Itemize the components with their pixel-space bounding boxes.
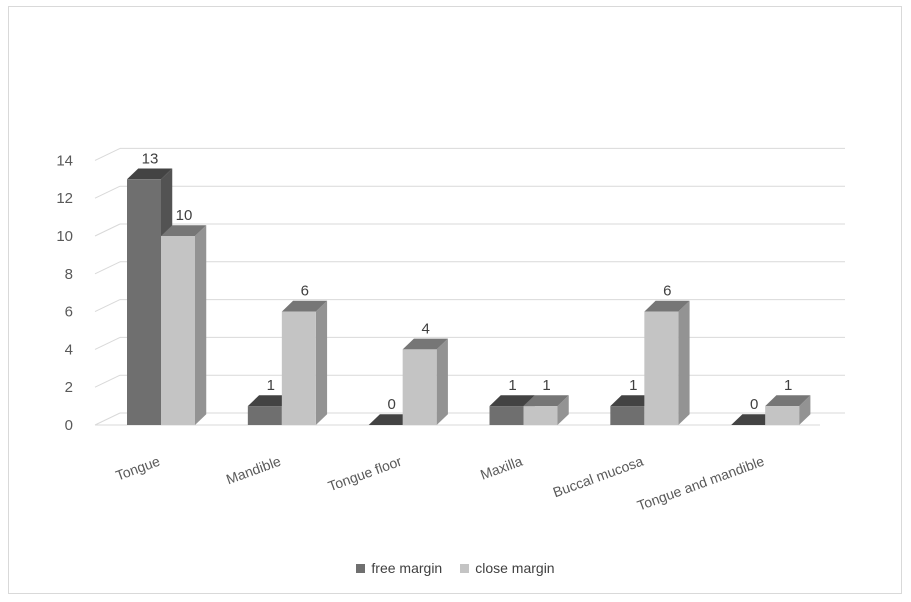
bar-free-margin-Tongue-and-mandible <box>731 414 777 425</box>
x-tick-labels: Tongue Mandible Tongue floor Maxilla Buccal … <box>113 453 766 514</box>
data-label: 0 <box>387 396 395 413</box>
x-tick-label: Tongue and mandible <box>635 453 766 514</box>
data-label: 1 <box>784 377 792 394</box>
bar-side <box>678 300 690 425</box>
data-label: 0 <box>750 396 758 413</box>
bar-free-margin-Tongue-floor <box>368 414 414 425</box>
x-tick-label: Tongue floor <box>326 453 404 495</box>
bar-top <box>368 414 414 425</box>
data-label: 4 <box>421 320 429 337</box>
gridline-depth <box>94 147 121 161</box>
bar-front <box>402 349 437 425</box>
bar-close-margin-Maxilla <box>523 395 569 425</box>
data-label: 1 <box>629 377 637 394</box>
bar-top <box>523 395 569 407</box>
gridline-depth <box>94 261 121 275</box>
bar-front <box>281 311 316 425</box>
data-label: 1 <box>508 377 516 394</box>
y-tick-label: 12 <box>56 190 73 207</box>
gridline-depth <box>94 185 121 199</box>
bar-side <box>195 225 207 425</box>
data-label: 6 <box>301 283 309 300</box>
bar-front <box>610 406 645 425</box>
y-tick-label: 4 <box>65 341 73 358</box>
bar-close-margin-Tongue-floor <box>402 338 448 425</box>
bar-top <box>247 395 294 407</box>
x-tick-label: Maxilla <box>478 453 525 483</box>
y-tick-label: 10 <box>56 228 73 245</box>
bar-top <box>281 300 328 312</box>
bar-side <box>799 395 811 425</box>
x-tick-label: Tongue <box>113 453 162 484</box>
gridline-depth <box>94 336 121 350</box>
x-tick-label: Mandible <box>224 453 283 488</box>
gridline-depth <box>94 299 121 313</box>
bar-top <box>161 225 207 236</box>
y-tick-label: 2 <box>65 379 73 396</box>
bar-front <box>644 311 679 425</box>
bar-top <box>731 414 777 425</box>
bars <box>127 168 811 425</box>
bar-side <box>436 338 448 425</box>
y-tick-label: 6 <box>65 304 73 321</box>
bar-front <box>489 406 524 425</box>
data-label: 10 <box>176 207 193 224</box>
bar-close-margin-Buccal-mucosa <box>644 300 690 425</box>
legend-item-close-margin: close margin <box>460 560 555 576</box>
bar-top <box>402 338 448 350</box>
bar-close-margin-Mandible <box>281 300 328 425</box>
bar-front <box>127 179 161 425</box>
bar-top <box>610 395 656 407</box>
data-label: 13 <box>142 150 159 167</box>
legend-item-free-margin: free margin <box>356 560 442 576</box>
legend-label-free-margin: free margin <box>371 560 443 576</box>
y-tick-label: 8 <box>65 266 73 283</box>
bar-top <box>765 395 811 407</box>
bar-close-margin-Tongue-and-mandible <box>765 395 811 425</box>
data-label: 6 <box>663 283 671 300</box>
bar-front <box>161 236 195 425</box>
bar-top <box>644 300 690 312</box>
bar-front <box>765 406 800 425</box>
data-label: 1 <box>267 377 275 394</box>
bar-front <box>247 406 282 425</box>
bar-top <box>489 395 535 407</box>
bar-side <box>315 300 328 425</box>
bar-side <box>557 395 569 425</box>
legend-label-close-margin: close margin <box>475 560 555 576</box>
y-tick-label: 14 <box>56 152 73 169</box>
bar-close-margin-Tongue <box>161 225 207 425</box>
gridline-depth <box>94 412 121 426</box>
y-tick-label: 0 <box>65 417 73 434</box>
bar-front <box>523 406 558 425</box>
data-labels: 13 10 1 6 0 4 1 1 1 6 0 1 <box>142 150 793 413</box>
legend-swatch-close-margin <box>460 563 470 573</box>
data-label: 1 <box>542 377 550 394</box>
chart-legend: free margin close margin <box>0 560 911 576</box>
bar-top <box>127 168 173 180</box>
legend-swatch-free-margin <box>356 563 366 573</box>
x-tick-label: Buccal mucosa <box>551 453 646 501</box>
gridline-depth <box>94 223 121 237</box>
gridline-depth <box>94 374 121 388</box>
